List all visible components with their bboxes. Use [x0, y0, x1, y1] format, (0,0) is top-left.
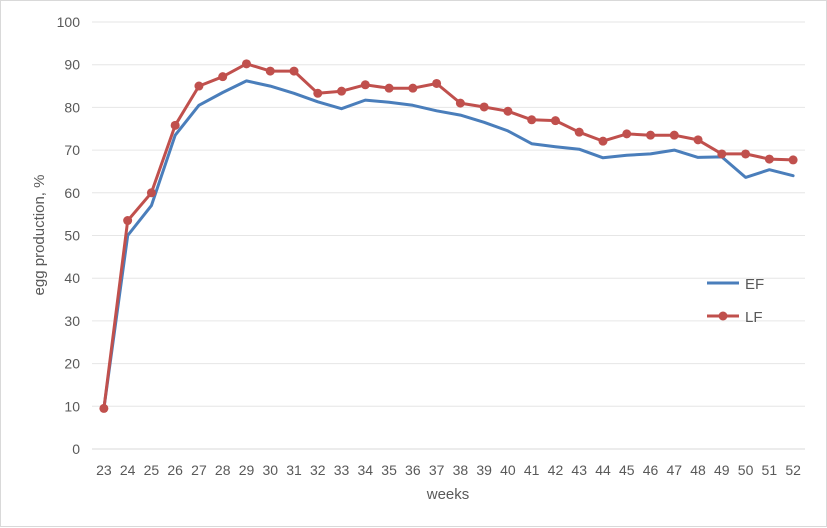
y-tick-label: 30	[64, 313, 80, 329]
legend: EF LF	[707, 276, 764, 326]
data-point-lf	[479, 102, 489, 112]
series-layer	[99, 59, 798, 413]
y-tick-label: 80	[64, 99, 80, 115]
legend-item-lf: LF	[707, 309, 763, 326]
data-point-lf	[717, 149, 727, 159]
series-line-lf	[102, 62, 795, 410]
data-point-lf	[337, 86, 347, 96]
series-line-ef	[102, 79, 795, 410]
y-tick-label: 10	[64, 398, 80, 414]
data-point-lf	[99, 403, 109, 413]
x-tick-label: 30	[262, 462, 278, 478]
x-tick-label: 27	[191, 462, 207, 478]
x-tick-label: 47	[666, 462, 682, 478]
x-tick-label: 24	[120, 462, 136, 478]
x-tick-label: 50	[738, 462, 754, 478]
data-point-lf	[646, 130, 656, 140]
x-tick-label: 51	[762, 462, 778, 478]
x-tick-label: 34	[358, 462, 374, 478]
data-point-lf	[408, 83, 418, 93]
x-tick-label: 25	[144, 462, 160, 478]
x-tick-label: 32	[310, 462, 326, 478]
x-tick-label: 36	[405, 462, 421, 478]
y-axis-title: egg production, %	[31, 175, 48, 296]
data-point-lf	[598, 136, 608, 146]
data-point-lf	[788, 155, 798, 165]
legend-item-ef: EF	[707, 276, 764, 293]
data-point-lf	[574, 127, 584, 137]
data-point-lf	[693, 135, 703, 145]
x-tick-label: 23	[96, 462, 112, 478]
series-ef	[102, 79, 795, 410]
x-tick-label: 39	[476, 462, 492, 478]
y-tick-label: 0	[72, 441, 80, 457]
x-tick-label: 37	[429, 462, 445, 478]
x-tick-label: 52	[785, 462, 801, 478]
data-point-lf	[313, 88, 323, 98]
data-point-lf	[764, 154, 774, 164]
x-tick-label: 28	[215, 462, 231, 478]
data-point-lf	[622, 129, 632, 139]
series-lf	[99, 59, 798, 413]
y-tick-label: 20	[64, 356, 80, 372]
legend-marker	[718, 311, 728, 321]
x-tick-label: 26	[167, 462, 183, 478]
data-point-lf	[527, 115, 537, 125]
data-point-lf	[194, 81, 204, 91]
data-point-lf	[360, 80, 370, 90]
data-point-lf	[123, 216, 133, 226]
legend-label: LF	[745, 309, 763, 326]
data-point-lf	[170, 120, 180, 130]
x-tick-label: 45	[619, 462, 635, 478]
data-point-lf	[550, 116, 560, 126]
x-tick-label: 40	[500, 462, 516, 478]
data-point-lf	[669, 130, 679, 140]
data-point-lf	[146, 188, 156, 198]
y-tick-label: 50	[64, 228, 80, 244]
x-axis-ticks: 23 24 25 26 27 28 29 30 31 32 33 34 35 36 37 38 39 40 41 42…	[96, 462, 801, 478]
y-tick-label: 70	[64, 142, 80, 158]
x-axis-title: weeks	[426, 486, 470, 503]
y-tick-label: 90	[64, 57, 80, 73]
x-tick-label: 29	[239, 462, 255, 478]
data-point-lf	[241, 59, 251, 69]
data-point-lf	[432, 78, 442, 88]
data-point-lf	[289, 66, 299, 76]
gridlines	[92, 21, 805, 450]
x-tick-label: 48	[690, 462, 706, 478]
x-tick-label: 41	[524, 462, 540, 478]
x-tick-label: 43	[571, 462, 587, 478]
data-point-lf	[503, 106, 513, 116]
x-tick-label: 44	[595, 462, 611, 478]
x-tick-label: 35	[381, 462, 397, 478]
x-tick-label: 38	[453, 462, 469, 478]
x-tick-label: 46	[643, 462, 659, 478]
x-tick-label: 49	[714, 462, 730, 478]
y-axis-ticks: 0 10 20 30 40 50 60 70 80 90 100	[57, 14, 81, 457]
data-point-lf	[455, 98, 465, 108]
x-tick-label: 31	[286, 462, 302, 478]
x-tick-label: 42	[548, 462, 564, 478]
y-tick-label: 60	[64, 185, 80, 201]
legend-label: EF	[745, 276, 764, 293]
data-point-lf	[384, 83, 394, 93]
data-point-lf	[218, 72, 228, 82]
y-tick-label: 100	[57, 14, 81, 30]
data-point-lf	[741, 149, 751, 159]
data-point-lf	[265, 66, 275, 76]
y-tick-label: 40	[64, 270, 80, 286]
x-tick-label: 33	[334, 462, 350, 478]
